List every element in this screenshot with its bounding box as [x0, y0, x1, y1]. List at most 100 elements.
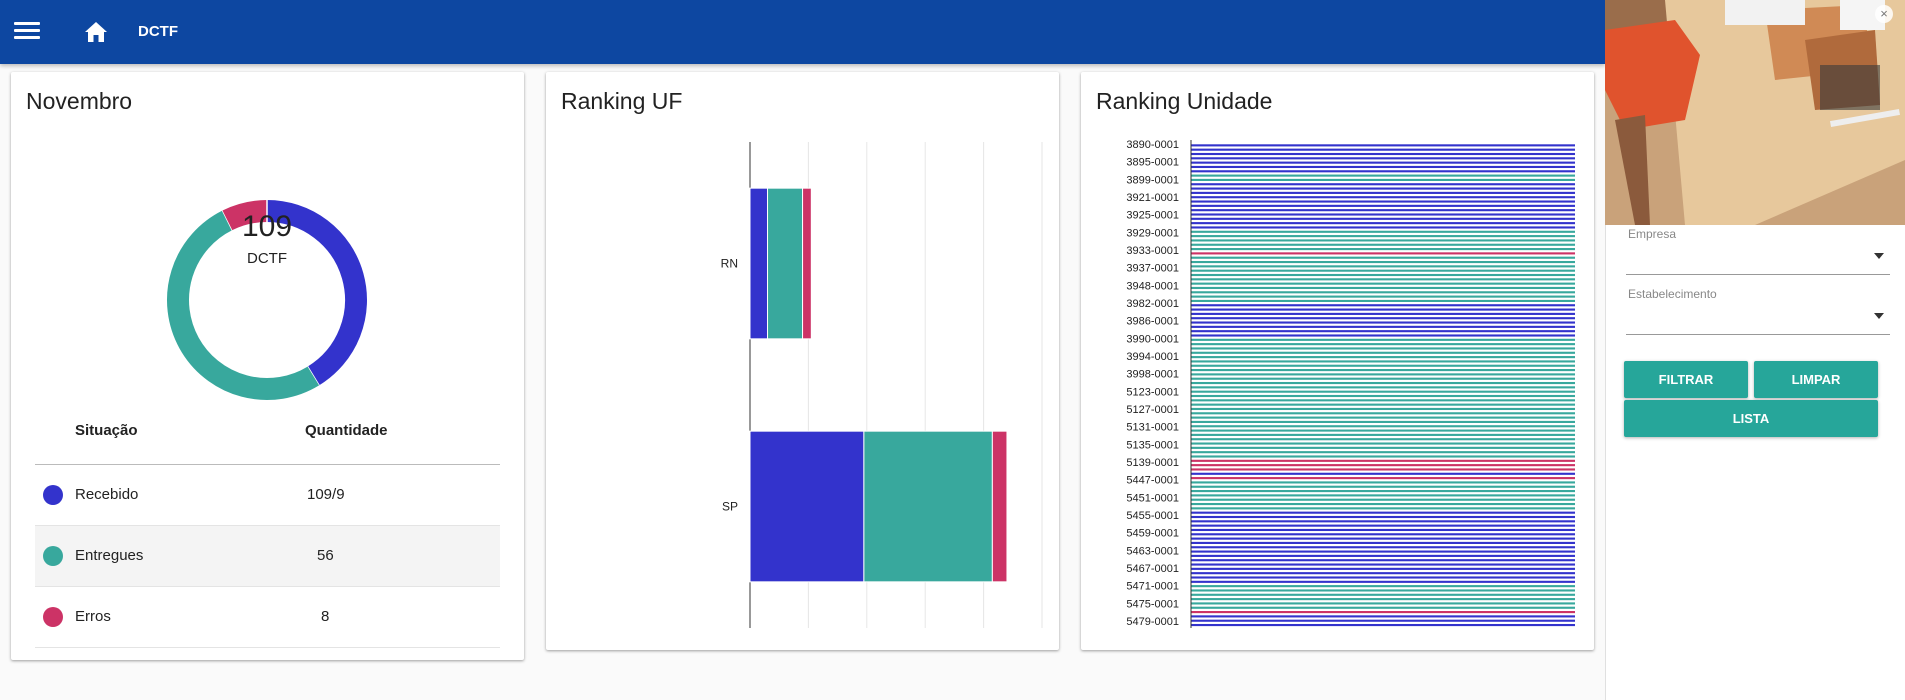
unidade-bar — [1191, 200, 1575, 203]
table-row[interactable]: Recebido 109/9 — [35, 464, 500, 526]
home-icon[interactable] — [84, 21, 108, 43]
unidade-bar — [1191, 351, 1575, 354]
uf-tick-label: SP — [722, 500, 738, 514]
unidade-bar — [1191, 148, 1575, 151]
header-photo — [1605, 0, 1905, 225]
unidade-bar — [1191, 183, 1575, 186]
limpar-button[interactable]: LIMPAR — [1754, 361, 1878, 398]
unidade-bar — [1191, 239, 1575, 242]
close-icon[interactable]: × — [1875, 5, 1893, 23]
unidade-bar — [1191, 291, 1575, 294]
estabelecimento-select[interactable]: Estabelecimento — [1626, 285, 1890, 335]
unidade-tick-label: 5123-0001 — [1126, 386, 1179, 398]
unidade-bar — [1191, 546, 1575, 549]
unidade-bar — [1191, 550, 1575, 553]
unidade-bar — [1191, 191, 1575, 194]
uf-bar-sp-entregues — [863, 430, 993, 583]
unidade-bar — [1191, 377, 1575, 380]
unidade-bar — [1191, 585, 1575, 588]
donut-center: 109 DCTF — [167, 210, 367, 267]
unidade-bar — [1191, 213, 1575, 216]
unidade-bar — [1191, 502, 1575, 506]
entregues-dot-icon — [43, 545, 63, 566]
unidade-bar — [1191, 511, 1575, 514]
filter-panel: Empresa Estabelecimento FILTRAR LIMPAR L… — [1605, 225, 1905, 700]
uf-tick-label: RN — [721, 257, 738, 271]
unidade-bar — [1191, 541, 1575, 544]
col-quantidade: Quantidade — [305, 398, 500, 465]
unidade-bar — [1191, 144, 1575, 147]
unidade-bar — [1191, 559, 1575, 562]
row-value: 8 — [305, 586, 500, 648]
card-title: Ranking UF — [561, 88, 683, 114]
donut-slice-erros — [222, 200, 268, 231]
card-title: Ranking Unidade — [1096, 88, 1273, 114]
unidade-bar — [1191, 472, 1575, 475]
unidade-bar — [1191, 416, 1575, 419]
unidade-bar — [1191, 446, 1575, 449]
unidade-bar — [1191, 528, 1575, 532]
row-label: Entregues — [75, 525, 305, 587]
status-donut-chart — [167, 200, 367, 400]
unidade-bar — [1191, 304, 1575, 307]
row-label: Erros — [75, 586, 305, 648]
unidade-tick-label: 5475-0001 — [1126, 598, 1179, 610]
unidade-bar — [1191, 204, 1575, 207]
lista-button[interactable]: LISTA — [1624, 400, 1878, 437]
unidade-bar — [1191, 235, 1575, 238]
unidade-tick-label: 3895-0001 — [1126, 157, 1179, 169]
ranking-unidade-chart: 3890-0001 3895-0001 3899-0001 3921-0001 3925… — [1126, 139, 1575, 628]
unidade-tick-label: 5479-0001 — [1126, 616, 1179, 628]
donut-slice-recebido — [266, 200, 367, 386]
unidade-bar — [1191, 563, 1575, 566]
unidade-bar — [1191, 295, 1575, 298]
table-header-row: Situação Quantidade — [35, 398, 500, 465]
unidade-bar — [1191, 369, 1575, 372]
recebido-dot-icon — [43, 484, 63, 505]
unidade-tick-label: 3899-0001 — [1126, 174, 1179, 186]
unidade-bar — [1191, 598, 1575, 601]
filtrar-button[interactable]: FILTRAR — [1624, 361, 1748, 398]
unidade-bar — [1191, 321, 1575, 324]
unidade-bar — [1191, 524, 1575, 527]
desk-photo-image — [1605, 0, 1905, 225]
month-summary-card: Novembro 109 DCTF Situação Quantidade Re… — [11, 72, 524, 660]
unidade-bar — [1191, 602, 1575, 605]
unidade-bar — [1191, 412, 1575, 415]
menu-icon[interactable] — [14, 22, 40, 42]
unidade-bar — [1191, 606, 1575, 609]
unidade-tick-label: 5471-0001 — [1126, 581, 1179, 593]
unidade-tick-label: 3994-0001 — [1126, 351, 1179, 363]
status-table: Situação Quantidade Recebido 109/9 Entre… — [35, 398, 500, 648]
unidade-tick-label: 5467-0001 — [1126, 563, 1179, 575]
unidade-tick-label: 5451-0001 — [1126, 492, 1179, 504]
unidade-tick-label: 3982-0001 — [1126, 298, 1179, 310]
unidade-bar — [1191, 325, 1575, 328]
unidade-bar — [1191, 386, 1575, 389]
unidade-bar — [1191, 438, 1575, 441]
unidade-bar — [1191, 390, 1575, 393]
unidade-bar — [1191, 494, 1575, 497]
unidade-bar — [1191, 394, 1575, 398]
row-label: Recebido — [75, 464, 305, 526]
table-row[interactable]: Entregues 56 — [35, 525, 500, 587]
ranking-unidade-card: Ranking Unidade 3890-0001 3895-0001 3899-0… — [1081, 72, 1594, 650]
unidade-bar — [1191, 567, 1575, 570]
empresa-select[interactable]: Empresa — [1626, 225, 1890, 275]
unidade-bar — [1191, 442, 1575, 445]
unidade-tick-label: 5455-0001 — [1126, 510, 1179, 522]
unidade-bar — [1191, 455, 1575, 458]
unidade-bar — [1191, 343, 1575, 346]
unidade-bar — [1191, 433, 1575, 436]
uf-bar-rn-erros — [802, 187, 812, 340]
table-row[interactable]: Erros 8 — [35, 586, 500, 648]
estabelecimento-label: Estabelecimento — [1628, 287, 1717, 301]
unidade-bar — [1191, 299, 1575, 302]
unidade-bar — [1191, 174, 1575, 177]
unidade-bar — [1191, 481, 1575, 484]
unidade-tick-label: 5127-0001 — [1126, 404, 1179, 416]
donut-slice-entregues — [167, 210, 320, 400]
unidade-bar — [1191, 619, 1575, 622]
chevron-down-icon — [1874, 253, 1884, 259]
unidade-bar — [1191, 330, 1575, 333]
